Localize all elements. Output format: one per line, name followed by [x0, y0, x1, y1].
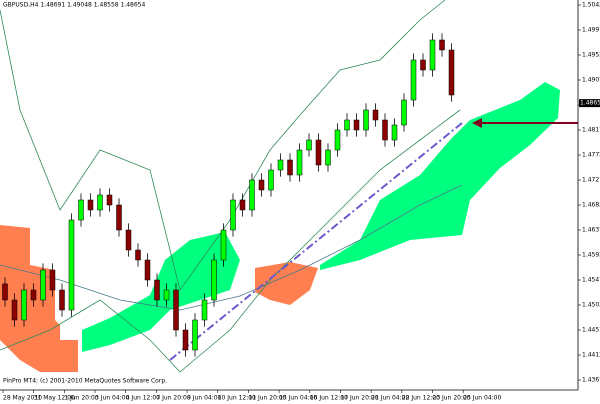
candle-body — [258, 179, 265, 191]
candle-body — [344, 119, 350, 131]
y-tick-label: 1.50420 — [582, 2, 600, 9]
x-tick-label: 16 Jun 12:00 — [310, 395, 348, 402]
x-tick-label: 1 Jun 20:00 — [64, 395, 98, 402]
candle-body — [21, 289, 27, 321]
y-tick-label: 1.45470 — [582, 277, 600, 284]
x-tick-label: 28 May 2010 — [3, 395, 42, 402]
cloud-bear — [0, 225, 78, 372]
candle-body — [116, 204, 122, 231]
cloud-bull — [320, 82, 560, 270]
candle-body — [363, 109, 369, 131]
upper-band — [0, 0, 446, 291]
x-tick-label: 22 Jun 12:00 — [402, 395, 440, 402]
x-tick-label: 17 Jun 20:00 — [340, 395, 378, 402]
y-tick-label: 1.43670 — [582, 377, 600, 384]
candle-body — [239, 199, 246, 211]
candle-body — [268, 169, 274, 191]
y-tick-label: 1.48170 — [582, 127, 600, 134]
candle-body — [59, 289, 65, 311]
candle-body — [40, 269, 46, 301]
candle-body — [401, 99, 407, 126]
candle-body — [173, 289, 179, 331]
y-tick-label: 1.49520 — [582, 52, 600, 59]
candle-body — [382, 119, 388, 141]
y-tick-label: 1.45020 — [582, 302, 600, 309]
candle-body — [97, 194, 103, 211]
candle-body — [2, 283, 8, 301]
candle-body — [211, 259, 217, 301]
chart-title: GBPUSD,H4 1.48691 1.49048 1.48558 1.4865… — [3, 2, 145, 9]
x-tick-label: 9 Jun 04:00 — [187, 395, 221, 402]
y-tick-label: 1.47720 — [582, 152, 600, 159]
y-tick-label: 1.47270 — [582, 177, 600, 184]
candle-body — [372, 109, 379, 121]
candle-body — [49, 269, 56, 291]
footer: PinPro MT4: (c) 2001-2010 MetaQuotes Sof… — [3, 378, 167, 385]
candle-body — [315, 139, 322, 166]
x-tick-label: 31 May 12:00 — [34, 395, 75, 402]
candle-body — [11, 299, 18, 321]
x-tick-label: 25 Jun 04:00 — [463, 395, 501, 402]
y-tick-label: 1.44120 — [582, 352, 600, 359]
candle-body — [334, 129, 341, 151]
candle-body — [277, 159, 284, 171]
y-tick-label: 1.46820 — [582, 202, 600, 209]
candle-body — [30, 289, 37, 301]
candle-body — [125, 229, 132, 251]
candle-body — [135, 249, 141, 261]
lower-band — [0, 109, 461, 373]
candle-body — [87, 199, 94, 211]
trend-line — [169, 122, 463, 361]
candle-body — [163, 289, 170, 301]
candle-body — [353, 119, 360, 131]
candle-body — [391, 124, 398, 141]
x-tick-label: 10 Jun 12:00 — [218, 395, 256, 402]
candle-body — [448, 49, 455, 96]
arrow-head — [472, 118, 482, 128]
candle-body — [78, 199, 84, 221]
candle-body — [182, 329, 189, 351]
y-tick-label: 1.49070 — [582, 77, 600, 84]
candle-body — [220, 229, 227, 261]
candle-body — [410, 59, 417, 101]
candle-body — [325, 149, 331, 166]
candle-body — [420, 59, 426, 71]
candle-body — [154, 279, 160, 301]
cloud-bear — [255, 262, 318, 305]
candle-body — [144, 259, 151, 281]
candle-body — [106, 194, 113, 206]
candle-body — [287, 159, 293, 176]
candle-body — [429, 39, 436, 71]
x-tick-label: 23 Jun 20:00 — [433, 395, 471, 402]
moving-average — [0, 184, 463, 311]
y-tick-label: 1.44570 — [582, 327, 600, 334]
x-tick-label: 3 Jun 04:00 — [95, 395, 129, 402]
candle-body — [201, 299, 208, 321]
current-price-label: 1.48654 — [580, 100, 600, 107]
x-tick-label: 7 Jun 20:00 — [156, 395, 190, 402]
cloud-bull — [82, 232, 240, 352]
candle-body — [306, 139, 312, 151]
y-tick-label: 1.45920 — [582, 252, 600, 259]
current-price-box — [579, 99, 600, 108]
candle-body — [296, 149, 303, 176]
x-tick-label: 21 Jun 04:00 — [371, 395, 409, 402]
candle-body — [230, 199, 236, 231]
y-tick-label: 1.49970 — [582, 27, 600, 34]
candle-body — [192, 319, 198, 351]
candle-body — [439, 39, 445, 51]
candle-body — [68, 219, 75, 311]
candle-body — [249, 179, 255, 211]
x-tick-label: 11 Jun 20:00 — [248, 395, 286, 402]
y-tick-label: 1.46370 — [582, 227, 600, 234]
x-tick-label: 15 Jun 04:00 — [279, 395, 317, 402]
x-tick-label: 4 Jun 12:00 — [126, 395, 160, 402]
